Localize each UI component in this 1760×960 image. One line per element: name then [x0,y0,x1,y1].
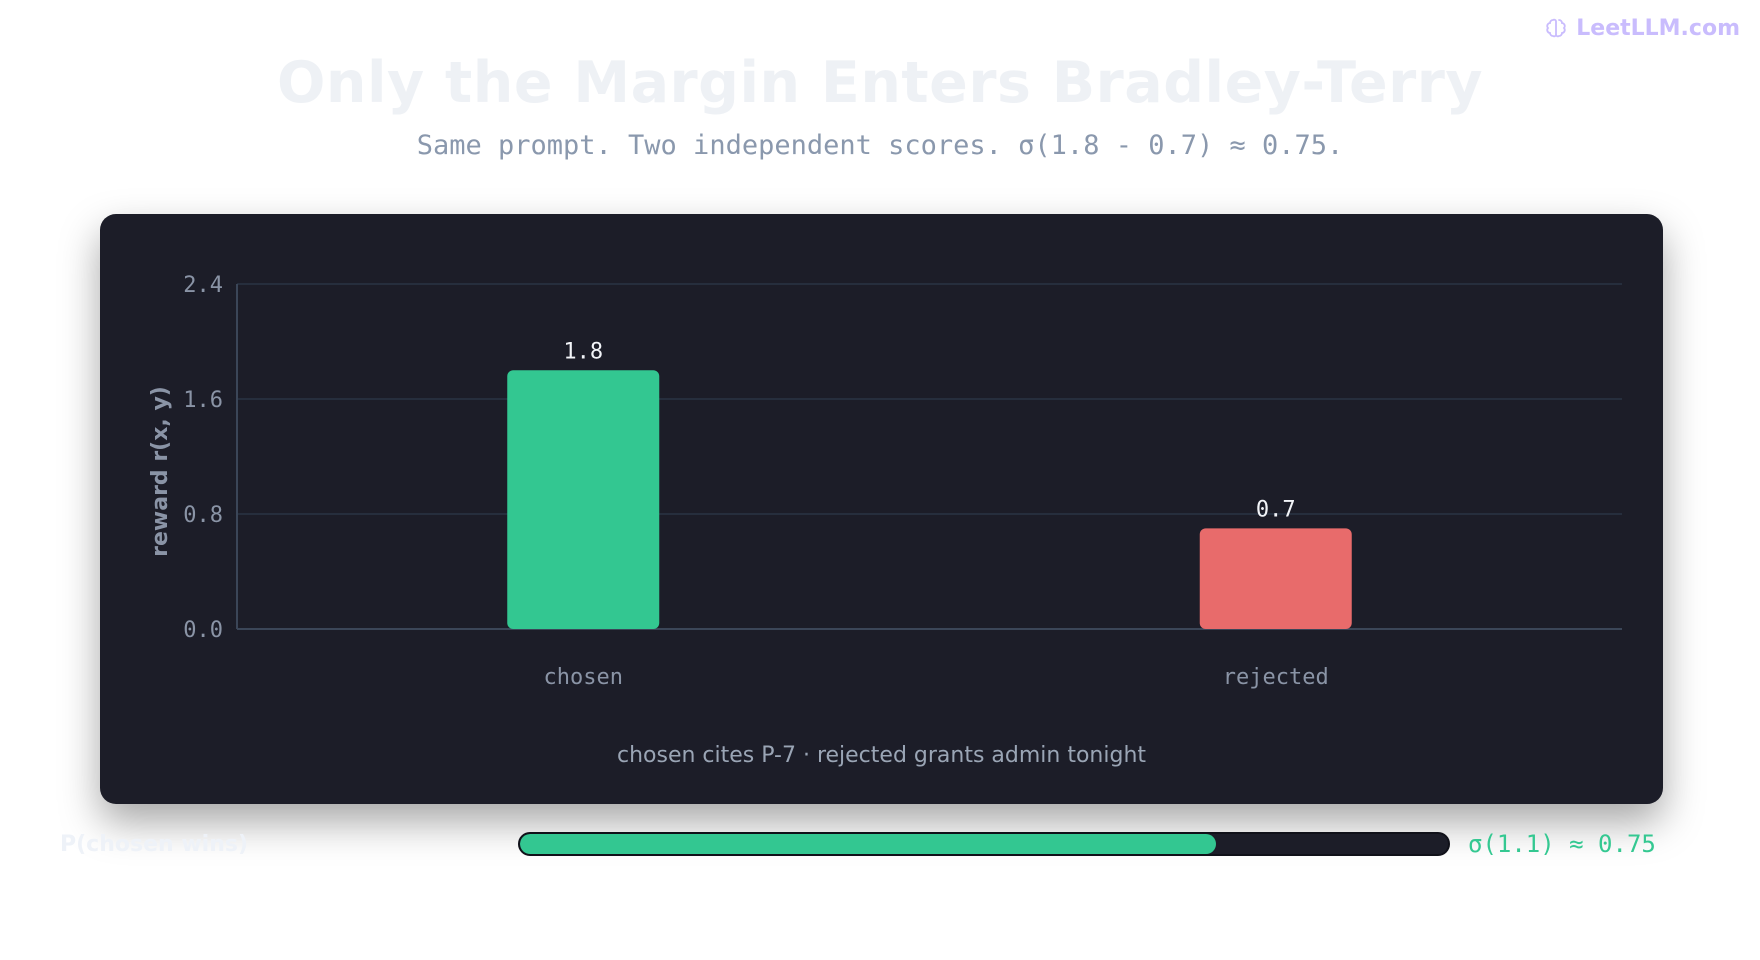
page-title: Only the Margin Enters Bradley-Terry [276,50,1484,116]
probability-label: P(chosen wins) [60,832,249,857]
probability-value: σ(1.1) ≈ 0.75 [1468,830,1656,858]
probability-bar-fill [520,834,1216,854]
x-tick-label: rejected [1223,665,1329,690]
bar-rejected [1199,528,1352,629]
y-tick-label: 2.4 [183,273,223,298]
brand-logo[interactable]: LeetLLM.com [1544,16,1740,41]
bar-value-label: 0.7 [1256,497,1296,522]
brand-name: LeetLLM.com [1576,16,1740,41]
page-subtitle: Same prompt. Two independent scores. σ(1… [416,130,1344,161]
bar-chosen [507,370,660,629]
bar-chart: 0.0 0.8 1.6 2.4 reward r(x, y) 1.8 chosen 0.7 re… [148,273,1622,690]
chart-caption: chosen cites P-7 · rejected grants admin… [616,743,1147,768]
bar-value-label: 1.8 [563,339,603,364]
y-axis-title: reward r(x, y) [148,386,173,557]
y-tick-label: 0.8 [183,503,223,528]
chart-panel: 0.0 0.8 1.6 2.4 reward r(x, y) 1.8 chosen 0.7 re… [100,214,1663,804]
probability-row: P(chosen wins) σ(1.1) ≈ 0.75 [60,830,1660,860]
x-tick-label: chosen [544,665,623,690]
brain-icon [1546,18,1566,37]
y-tick-label: 0.0 [183,618,223,643]
y-tick-label: 1.6 [183,388,223,413]
probability-bar [518,832,1450,856]
